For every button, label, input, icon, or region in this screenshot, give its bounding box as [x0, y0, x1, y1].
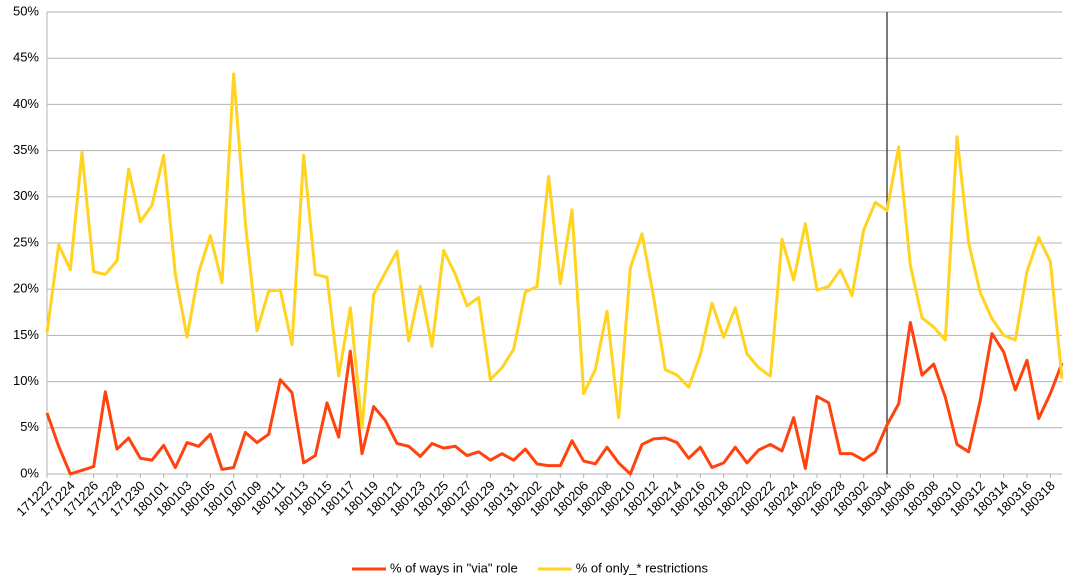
legend-label: % of ways in "via" role	[390, 560, 518, 575]
y-tick-label: 40%	[13, 96, 39, 111]
data-line	[45, 320, 1064, 476]
y-tick-label: 35%	[13, 142, 39, 157]
y-tick-label: 5%	[20, 419, 39, 434]
legend: % of ways in "via" role % of only_* restr…	[352, 560, 708, 575]
y-tick-label: 25%	[13, 234, 39, 249]
y-tick-label: 45%	[13, 50, 39, 65]
y-tick-label: 30%	[13, 188, 39, 203]
y-tick-label: 10%	[13, 373, 39, 388]
y-tick-label: 50%	[13, 3, 39, 18]
y-tick-label: 20%	[13, 281, 39, 296]
data-line	[45, 72, 1064, 430]
y-tick-label: 15%	[13, 327, 39, 342]
legend-label: % of only_* restrictions	[576, 560, 709, 575]
y-tick-label: 0%	[20, 465, 39, 480]
